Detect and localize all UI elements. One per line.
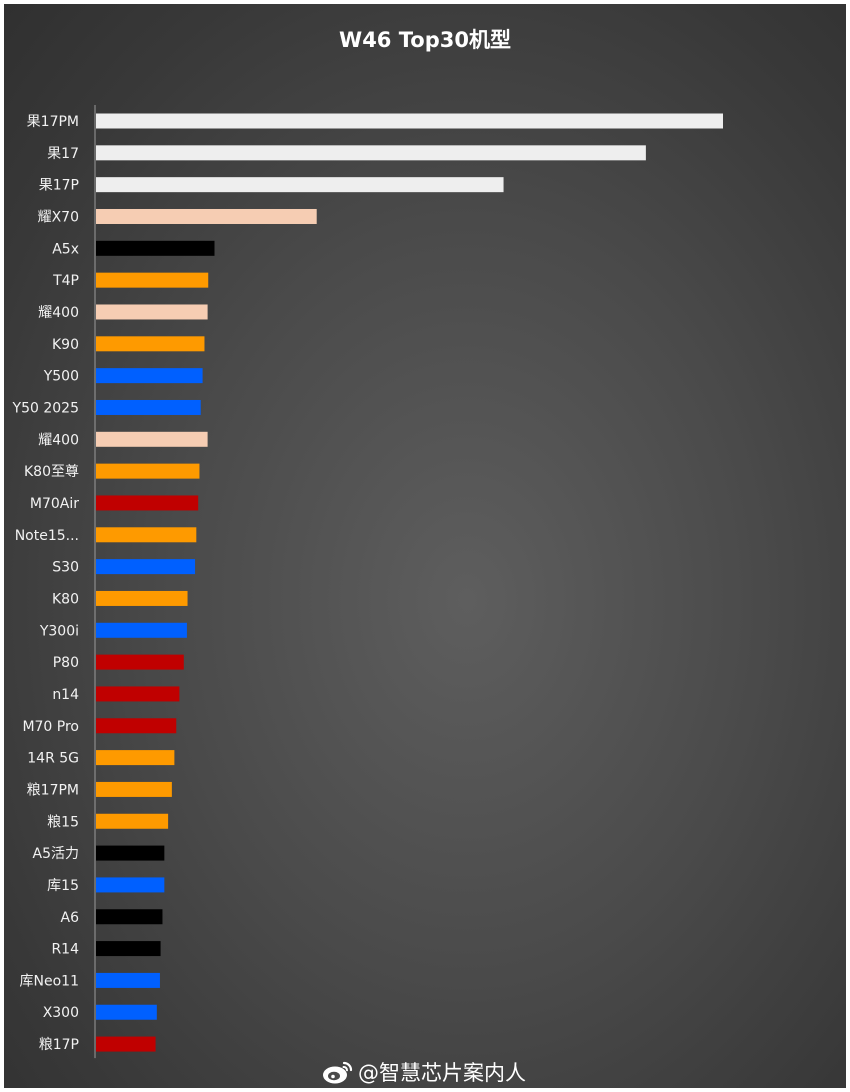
- bar-7: [96, 304, 208, 320]
- bar-17: [96, 622, 187, 638]
- category-label-23: 粮15: [47, 814, 79, 830]
- bar-16: [96, 590, 188, 606]
- category-label-14: Note15...: [15, 528, 79, 544]
- category-label-15: S30: [52, 560, 79, 576]
- bar-11: [96, 431, 208, 447]
- watermark: @智慧芯片案内人: [322, 1057, 526, 1087]
- bar-26: [96, 909, 163, 925]
- weibo-icon: [323, 1061, 353, 1084]
- bar-22: [96, 781, 172, 797]
- chart-title: W46 Top30机型: [339, 28, 511, 52]
- bar-4: [96, 208, 317, 224]
- bar-24: [96, 845, 165, 861]
- bar-9: [96, 368, 203, 384]
- category-label-11: 耀400: [38, 432, 79, 448]
- bar-15: [96, 559, 196, 575]
- watermark-text: @智慧芯片案内人: [358, 1061, 526, 1085]
- category-label-22: 粮17PM: [27, 782, 79, 798]
- chart-panel: W46 Top30机型 果17PM 果17 果17P 耀X70 A5x T4P 耀400 K9…: [4, 4, 846, 1088]
- category-label-27: R14: [51, 942, 79, 958]
- category-label-8: K90: [52, 337, 79, 353]
- category-label-18: P80: [53, 655, 79, 671]
- bar-28: [96, 972, 160, 988]
- bar-23: [96, 813, 169, 829]
- bar-27: [96, 941, 161, 957]
- bar-chart: 果17PM 果17 果17P 耀X70 A5x T4P 耀400 K90 Y500 Y50 202…: [12, 105, 723, 1059]
- bar-12: [96, 463, 200, 479]
- category-label-26: A6: [61, 910, 80, 926]
- category-label-25: 库15: [47, 878, 79, 894]
- bar-13: [96, 495, 199, 511]
- category-label-19: n14: [52, 687, 79, 703]
- category-label-12: K80至尊: [24, 463, 79, 480]
- category-label-24: A5活力: [33, 846, 79, 862]
- bar-19: [96, 686, 180, 702]
- bar-3: [96, 177, 504, 193]
- category-label-7: 耀400: [38, 305, 79, 321]
- category-label-17: Y300i: [39, 623, 79, 639]
- category-label-3: 果17P: [39, 178, 79, 194]
- category-label-5: A5x: [52, 241, 79, 257]
- category-label-1: 果17PM: [27, 114, 79, 130]
- bar-10: [96, 399, 201, 415]
- category-label-21: 14R 5G: [27, 751, 79, 767]
- category-label-10: Y50 2025: [12, 400, 79, 416]
- category-label-30: 粮17P: [39, 1037, 79, 1053]
- category-label-20: M70 Pro: [22, 719, 79, 735]
- bar-5: [96, 240, 215, 256]
- category-label-29: X300: [43, 1005, 79, 1021]
- category-label-2: 果17: [47, 146, 79, 162]
- category-label-28: 库Neo11: [20, 973, 79, 989]
- bar-1: [96, 113, 723, 129]
- category-label-9: Y500: [43, 369, 79, 385]
- bar-25: [96, 877, 165, 893]
- bar-2: [96, 145, 646, 161]
- category-label-16: K80: [52, 591, 79, 607]
- bar-14: [96, 527, 197, 543]
- category-label-4: 耀X70: [38, 209, 79, 225]
- bar-6: [96, 272, 209, 288]
- bar-8: [96, 336, 205, 352]
- bar-18: [96, 654, 184, 670]
- bar-21: [96, 750, 175, 766]
- bar-20: [96, 718, 177, 734]
- bar-30: [96, 1036, 156, 1052]
- bar-29: [96, 1004, 157, 1020]
- category-label-13: M70Air: [30, 496, 79, 512]
- category-label-6: T4P: [52, 273, 79, 289]
